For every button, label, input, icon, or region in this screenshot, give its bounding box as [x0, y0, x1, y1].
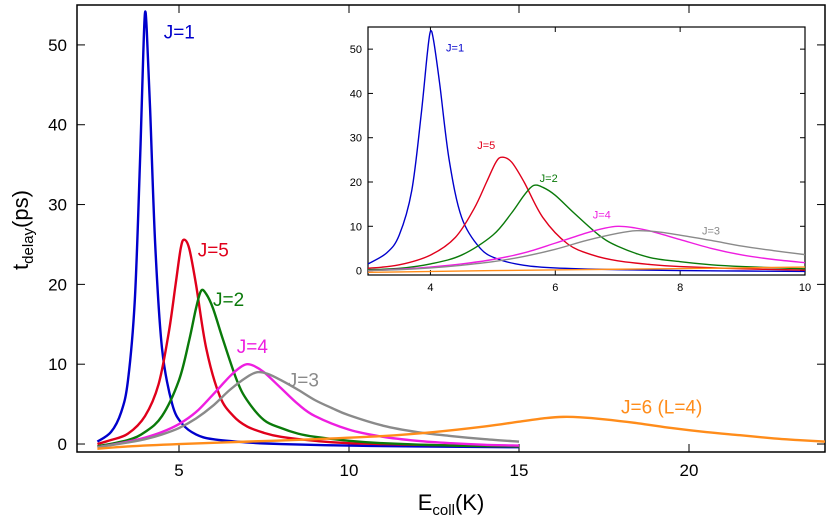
main-curve-j-2: [97, 288, 520, 448]
inset-y-tick-label: 50: [350, 44, 362, 56]
main-y-tick-label: 20: [48, 275, 67, 294]
inset-y-tick-label: 40: [350, 88, 362, 100]
main-y-tick-label: 40: [48, 116, 67, 135]
inset-curve-label: J=1: [446, 42, 464, 54]
inset-curve-label: J=3: [702, 225, 720, 237]
inset-plot-frame: [367, 26, 806, 276]
x-axis-title: Ecoll(K): [418, 490, 485, 519]
inset-y-tick-label: 0: [356, 266, 362, 278]
main-curve-j-4: [97, 362, 520, 449]
inset-x-tick-label: 6: [552, 282, 558, 294]
main-y-tick-label: 0: [58, 435, 67, 454]
inset-curve-j-5: [368, 156, 805, 271]
main-curve-label: J=3: [288, 371, 319, 392]
inset-curve-label: J=2: [540, 173, 558, 185]
main-curve-label: J=6 (L=4): [621, 398, 702, 419]
inset-y-tick-label: 30: [350, 133, 362, 145]
main-curve-labels: J=1 J=5 J=2 J=4 J=3 J=6 (L=4): [164, 23, 703, 419]
main-x-tick-label: 5: [174, 461, 183, 480]
main-plot-frame: [76, 4, 826, 453]
inset-curve-labels: J=1 J=5 J=2 J=4 J=3: [446, 42, 720, 237]
main-y-tick-label: 10: [48, 355, 67, 374]
inset-x-tick-label: 4: [427, 282, 433, 294]
inset-curves: [368, 29, 805, 274]
inset-x-tick-label: 8: [677, 282, 683, 294]
inset-y-tick-label: 10: [350, 221, 362, 233]
main-curve-label: J=2: [213, 290, 244, 311]
main-curve-label: J=1: [164, 23, 195, 44]
inset-x-tick-label: 10: [799, 282, 811, 294]
main-y-tick-label: 30: [48, 196, 67, 215]
main-curve-j-5: [97, 238, 520, 448]
main-y-tick-label: 50: [48, 36, 67, 55]
main-curve-j-3: [97, 370, 520, 449]
y-axis-title: tdelay(ps): [8, 190, 37, 270]
main-curves: [96, 10, 826, 451]
inset-curve-label: J=5: [477, 140, 495, 152]
inset-curve-j-6-l-4: [368, 266, 805, 274]
inset-curve-j-4: [368, 225, 805, 272]
inset-axis-ticks: 4 6 8 10 0 10 20 30 40 50: [350, 27, 811, 294]
main-curve-label: J=4: [237, 337, 269, 358]
main-curve-label: J=5: [198, 240, 229, 261]
inset-curve-j-2: [368, 184, 805, 271]
main-curve-j-6-l-4: [97, 415, 826, 451]
main-x-tick-label: 20: [680, 461, 699, 480]
main-x-tick-label: 10: [340, 461, 359, 480]
inset-y-tick-label: 20: [350, 177, 362, 189]
main-curve-j-1: [96, 10, 520, 449]
inset-curve-j-3: [368, 229, 805, 272]
main-x-tick-label: 15: [510, 461, 529, 480]
inset-curve-label: J=4: [593, 209, 611, 221]
